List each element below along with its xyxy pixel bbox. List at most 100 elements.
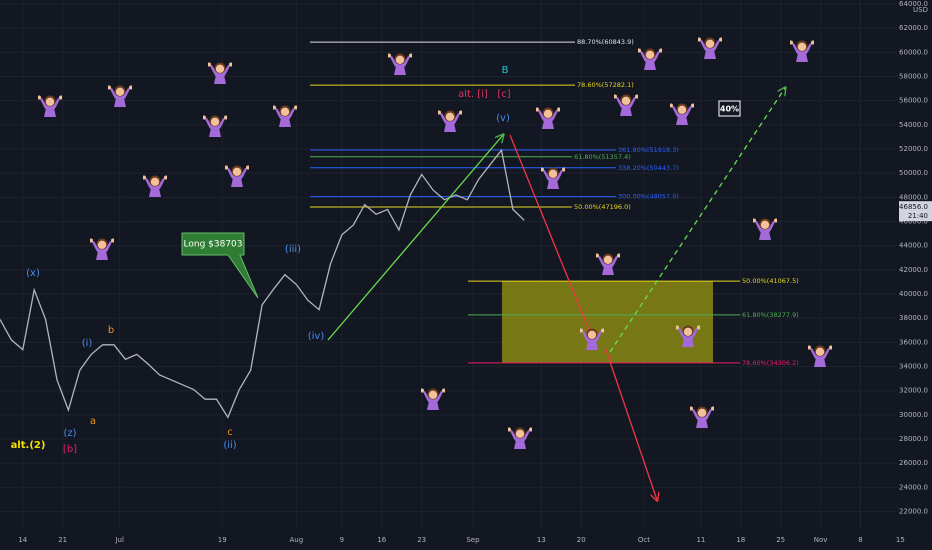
fib-label: 50.00%(47196.0) [574, 203, 631, 211]
wave-label: [b] [63, 444, 77, 455]
price [0, 148, 525, 419]
shrug-emoji [614, 94, 638, 116]
y-tick-label: 26000.0 [899, 459, 928, 467]
wave-label: (z) [63, 428, 76, 439]
shrug-emoji [596, 253, 620, 275]
y-tick-label: 62000.0 [899, 24, 928, 32]
wave-arrow [509, 134, 593, 340]
wave-label: (iii) [285, 244, 301, 255]
last-price-box [899, 201, 932, 222]
box-label: 40% [720, 105, 739, 114]
shrug-emoji [143, 175, 167, 197]
fib-label: 361.80%(51918.3) [618, 146, 679, 154]
annotations: (x) (z) [b] alt.(2) (i) b a c (ii) (iii) (iv) (v) Ba… [11, 65, 511, 455]
shrug-emoji [90, 238, 114, 260]
price-axis [897, 0, 932, 550]
shrug-emoji [203, 115, 227, 137]
y-tick-label: 58000.0 [899, 72, 928, 80]
x-tick-label: 25 [776, 536, 785, 544]
fib-label: 300.00%(48057.0) [618, 193, 679, 201]
y-tick-label: 52000.0 [899, 145, 928, 153]
x-tick-label: 15 [896, 536, 905, 544]
y-tick-label: 38000.0 [899, 314, 928, 322]
x-tick-label: 19 [218, 536, 227, 544]
shrug-emoji [508, 427, 532, 449]
wave-arrow [604, 346, 657, 500]
fib-label: 61.80%(51357.4) [574, 153, 631, 161]
shrug-emoji [273, 105, 297, 127]
shrug-emoji [670, 103, 694, 125]
y-tick-label: 22000.0 [899, 508, 928, 516]
emojis [38, 37, 832, 449]
x-tick-label: Oct [638, 536, 650, 544]
x-tick-label: 16 [377, 536, 386, 544]
wave-label: alt. [i] [458, 89, 488, 100]
x-tick-label: 13 [537, 536, 546, 544]
wave-label: (ii) [223, 440, 236, 451]
y-tick-label: 42000.0 [899, 266, 928, 274]
x-tick-label: 14 [18, 536, 27, 544]
wave-arrow [327, 135, 503, 341]
currency: USD [913, 6, 928, 14]
y-tick-label: 34000.0 [899, 363, 928, 371]
shrug-emoji [208, 62, 232, 84]
grid [0, 0, 901, 530]
x-tick-label: 11 [696, 536, 705, 544]
shrug-emoji [388, 53, 412, 75]
x-tick-label: Nov [814, 536, 828, 544]
wave-label: alt.(2) [11, 440, 46, 451]
fib-label: 61.80%(38277.9) [742, 311, 799, 319]
callout: Long $38703 [181, 232, 259, 299]
wave-label: (iv) [308, 331, 325, 342]
fib-levels: 88.70%(60843.9) 78.60%(57282.1) 361.80%(51… [310, 38, 799, 367]
shrug-emoji [690, 406, 714, 428]
fib-label: 88.70%(60843.9) [577, 38, 634, 46]
callout-box [181, 232, 259, 299]
wave-label: (v) [496, 113, 510, 124]
x-tick-label: 23 [417, 536, 426, 544]
y-tick-label: 36000.0 [899, 338, 928, 346]
y-tick-label: 48000.0 [899, 193, 928, 201]
y-tick-label: 54000.0 [899, 121, 928, 129]
shrug-emoji [108, 85, 132, 107]
wave-label: c [227, 427, 233, 438]
wave-label: [c] [497, 89, 510, 100]
wave-label: (i) [82, 338, 93, 349]
shrug-emoji [541, 167, 565, 189]
x-tick-label: 9 [340, 536, 344, 544]
wave-label: (x) [26, 268, 40, 279]
callout-text: Long $38703 [184, 240, 243, 250]
target-zone [502, 281, 713, 363]
y-tick-label: 50000.0 [899, 169, 928, 177]
x-tick-label: 21 [58, 536, 67, 544]
shrug-emoji [753, 218, 777, 240]
x-tick-label: 20 [577, 536, 586, 544]
fib-label: 50.00%(41067.5) [742, 277, 799, 285]
box-label-frame [718, 100, 741, 117]
wave-label: b [108, 325, 114, 336]
y-tick-label: 40000.0 [899, 290, 928, 298]
shrug-emoji [808, 345, 832, 367]
fib-label: 338.20%(50443.7) [618, 164, 679, 172]
shrug-emoji [790, 40, 814, 62]
x-tick-label: 18 [736, 536, 745, 544]
x-tick-label: Jul [114, 536, 124, 544]
x-tick-label: Aug [289, 536, 303, 544]
shrug-emoji [536, 107, 560, 129]
shrug-emoji [438, 110, 462, 132]
fib-label: 78.60%(34306.2) [742, 359, 799, 367]
axes: 14 21 Jul 19 Aug 9 16 23 Sep 13 20 Oct 11 18 25 Nov 8 15 2… [18, 0, 932, 544]
x-tick-label: 8 [858, 536, 862, 544]
y-tick-label: 56000.0 [899, 97, 928, 105]
y-tick-label: 32000.0 [899, 387, 928, 395]
y-tick-label: 44000.0 [899, 242, 928, 250]
y-tick-label: 24000.0 [899, 483, 928, 491]
shrug-emoji [225, 165, 249, 187]
y-tick-label: 46000.0 [899, 218, 928, 226]
wave-label: a [90, 416, 96, 427]
shrug-emoji [421, 388, 445, 410]
y-tick-label: 30000.0 [899, 411, 928, 419]
wave-label: B [502, 65, 509, 76]
price-line [0, 148, 525, 419]
